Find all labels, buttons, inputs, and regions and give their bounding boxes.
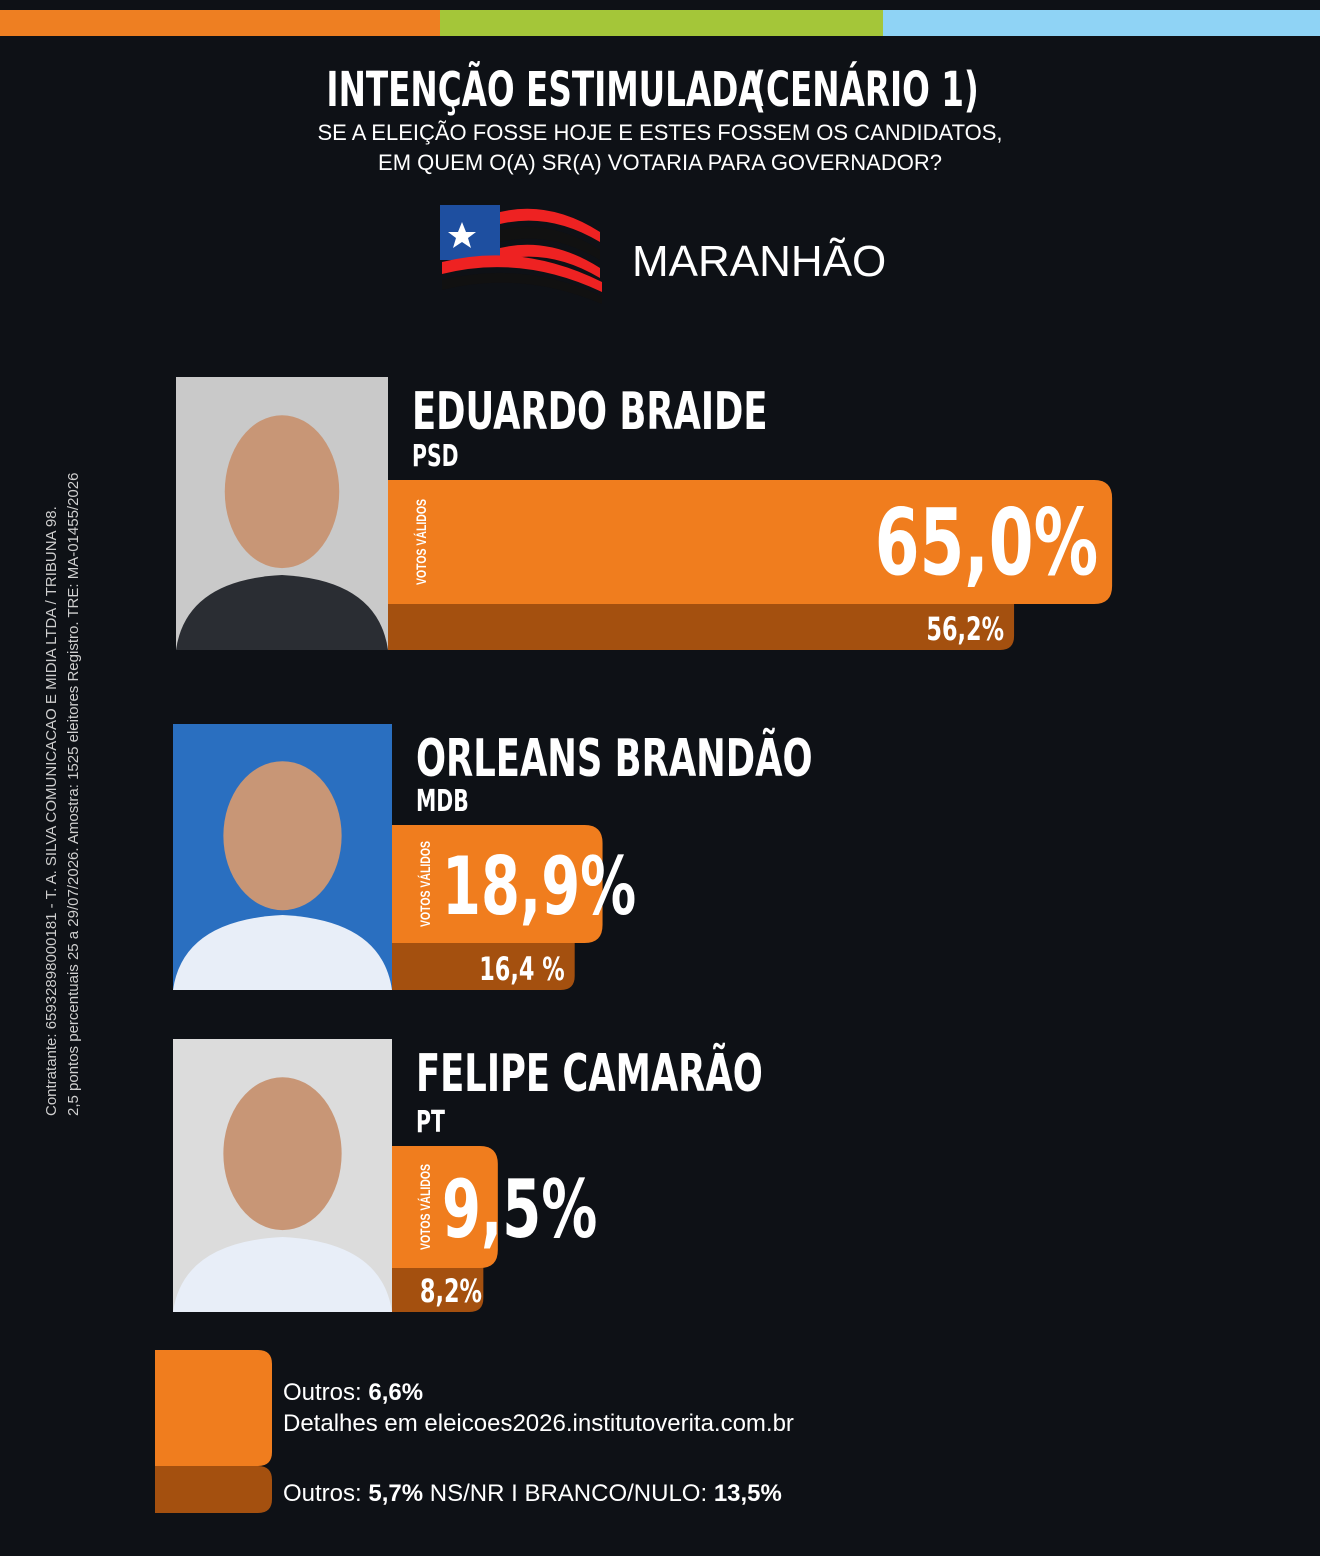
footer-text: Outros: [283, 1480, 362, 1507]
candidate-photo [176, 377, 388, 650]
value-label-total: 8,2% [420, 1272, 482, 1310]
side-note: Contratante: 65932898000181 - T. A. SILV… [43, 506, 60, 1116]
candidate-photo [173, 724, 392, 990]
footer-box-bottom [155, 1466, 272, 1513]
candidate-name: ORLEANS BRANDÃO [416, 727, 813, 789]
value-label: 18,9% [442, 841, 636, 934]
bar-valid [392, 825, 603, 943]
photo-shoulders [173, 915, 392, 990]
question-line: SE A ELEIÇÃO FOSSE HOJE E ESTES FOSSEM O… [317, 120, 1002, 145]
stripe-green [440, 10, 883, 36]
candidate-name: EDUARDO BRAIDE [412, 382, 768, 442]
stripe-orange [0, 10, 440, 36]
photo-shoulders [173, 1237, 392, 1312]
candidate-name: FELIPE CAMARÃO [416, 1042, 763, 1104]
footer-text: BRANCO/NULO: [524, 1480, 707, 1507]
value-label-total: 56,2% [926, 610, 1004, 648]
stripe-blue [883, 10, 1320, 36]
footer-text: I [511, 1480, 518, 1507]
footer-box-top [155, 1350, 272, 1466]
candidate-party: MDB [416, 784, 469, 819]
photo-shoulders [176, 575, 388, 650]
series-label: VOTOS VÁLIDOS [416, 1164, 433, 1250]
series-label: VOTOS VÁLIDOS [412, 499, 429, 585]
candidate-photo [173, 1039, 392, 1312]
photo-head [223, 761, 342, 911]
candidate-party: PT [416, 1105, 445, 1140]
footer-text: Detalhes em eleicoes2026.institutoverita… [283, 1410, 794, 1437]
state-name: MARANHÃO [632, 236, 886, 286]
bar-valid [392, 1146, 498, 1268]
title: INTENÇÃO ESTIMULADA [326, 60, 763, 117]
photo-head [224, 415, 340, 569]
footer-line: Outros: 5,7% NS/NR I BRANCO/NULO: 13,5% [283, 1480, 782, 1507]
value-label: 65,0% [875, 488, 1098, 596]
footer-text: 5,7% [368, 1480, 423, 1507]
footer-text: 13,5% [714, 1480, 782, 1507]
footer-line: Outros: 6,6% [283, 1379, 423, 1406]
footer-text: NS/NR [430, 1480, 505, 1507]
footer-text: 6,6% [368, 1379, 423, 1406]
candidate-party: PSD [412, 439, 459, 474]
bar-valid [388, 480, 1113, 604]
flag [440, 205, 602, 304]
footer-text: Outros: [283, 1379, 362, 1406]
series-label: VOTOS VÁLIDOS [416, 841, 433, 927]
footer-line: Detalhes em eleicoes2026.institutoverita… [283, 1410, 794, 1437]
value-label: 9,5% [442, 1164, 597, 1257]
scenario: (CENÁRIO 1) [751, 62, 979, 118]
question-line: EM QUEM O(A) SR(A) VOTARIA PARA GOVERNAD… [378, 150, 942, 175]
value-label-total: 16,4 % [479, 950, 564, 988]
side-note: 2,5 pontos percentuais 25 a 29/07/2026. … [65, 473, 82, 1116]
photo-head [223, 1077, 342, 1231]
